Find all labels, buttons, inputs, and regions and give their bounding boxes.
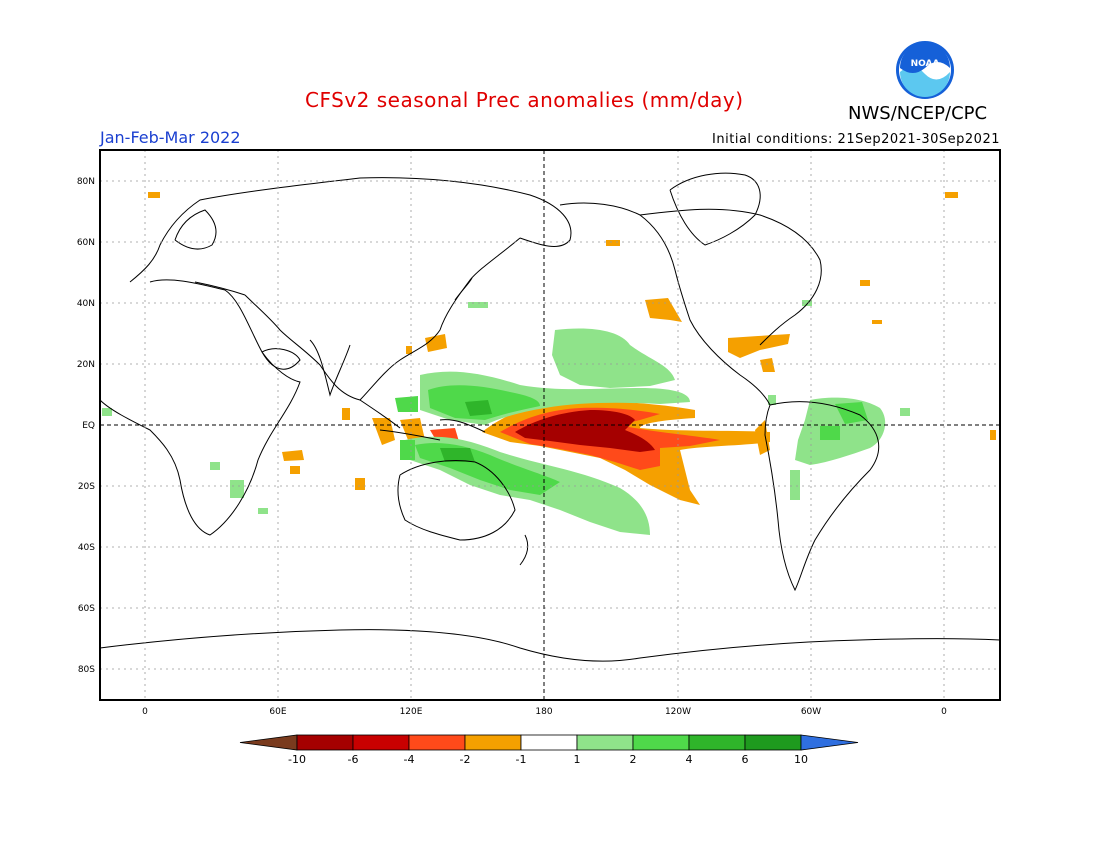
lat-label: 80S — [78, 665, 95, 675]
colorbar-segment — [688, 734, 746, 751]
colorbar-segment — [744, 734, 802, 751]
equator-dateline — [100, 150, 1000, 700]
season-label: Jan-Feb-Mar 2022 — [100, 128, 241, 147]
colorbar-segment — [408, 734, 466, 751]
lat-label: 60S — [78, 604, 95, 614]
colorbar-segment — [520, 734, 578, 751]
longitude-labels: 0 60E 120E 180 120W 60W 0 — [142, 707, 947, 717]
lat-label: 40S — [78, 543, 95, 553]
lon-label: 120W — [665, 707, 691, 717]
colorbar-tick-label: 1 — [574, 753, 581, 766]
colorbar-tick-label: -2 — [460, 753, 471, 766]
colorbar-left-arrow — [239, 734, 298, 751]
map-frame — [99, 149, 1001, 701]
colorbar-tick-label: 6 — [742, 753, 749, 766]
colorbar-right-arrow — [800, 734, 859, 751]
coastlines — [100, 172, 1000, 662]
colorbar-segment — [632, 734, 690, 751]
graticule — [100, 150, 1000, 700]
lon-label: 0 — [941, 707, 947, 717]
anomaly-fields — [102, 192, 996, 535]
colorbar-tick-label: 2 — [630, 753, 637, 766]
colorbar: -10 -6 -4 -2 -1 1 2 4 6 10 — [239, 734, 859, 766]
lat-label: EQ — [82, 421, 95, 431]
lon-label: 60E — [269, 707, 286, 717]
noaa-logo-icon: NOAA — [896, 41, 954, 99]
colorbar-tick-label: 4 — [686, 753, 693, 766]
lat-label: 40N — [77, 299, 95, 309]
chart-title: CFSv2 seasonal Prec anomalies (mm/day) — [305, 88, 744, 112]
lon-label: 180 — [535, 707, 552, 717]
lon-label: 120E — [400, 707, 423, 717]
lat-label: 80N — [77, 177, 95, 187]
agency-label: NWS/NCEP/CPC — [848, 103, 988, 124]
lat-label: 20S — [78, 482, 95, 492]
latitude-labels: 80N 60N 40N 20N EQ 20S 40S 60S 80S — [77, 177, 95, 675]
colorbar-tick-label: -10 — [288, 753, 306, 766]
colorbar-tick-label: 10 — [794, 753, 808, 766]
lon-label: 60W — [801, 707, 821, 717]
colorbar-tick-label: -6 — [348, 753, 359, 766]
initial-conditions-label: Initial conditions: 21Sep2021-30Sep2021 — [712, 132, 1000, 147]
lat-label: 60N — [77, 238, 95, 248]
svg-text:NOAA: NOAA — [911, 59, 940, 69]
colorbar-segment — [576, 734, 634, 751]
lat-label: 20N — [77, 360, 95, 370]
colorbar-segment — [296, 734, 354, 751]
colorbar-segment — [464, 734, 522, 751]
colorbar-tick-label: -4 — [404, 753, 415, 766]
colorbar-tick-label: -1 — [516, 753, 527, 766]
colorbar-segment — [352, 734, 410, 751]
lon-label: 0 — [142, 707, 148, 717]
